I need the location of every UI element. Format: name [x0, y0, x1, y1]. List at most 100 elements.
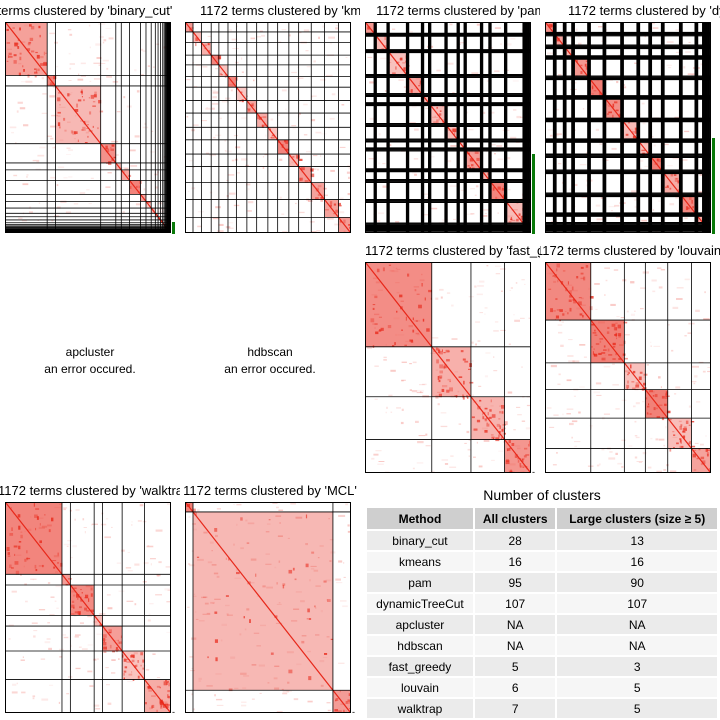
heat-speckle [557, 324, 563, 326]
block-texture [305, 563, 309, 568]
block-texture [614, 334, 617, 336]
heat-speckle [499, 405, 502, 407]
block-texture [301, 167, 305, 171]
heat-speckle [651, 279, 657, 282]
block-texture [20, 534, 23, 539]
block-texture [632, 387, 636, 390]
heat-speckle [319, 545, 324, 547]
heat-speckle [572, 360, 580, 363]
cluster-block [491, 182, 505, 200]
block-texture [553, 310, 556, 312]
block-texture [438, 393, 442, 398]
block-texture [627, 380, 629, 384]
heat-speckle [310, 565, 317, 567]
cluster-block [193, 511, 333, 691]
heat-speckle [59, 104, 61, 106]
heat-speckle [95, 43, 102, 46]
heat-speckle [566, 413, 571, 415]
block-texture [705, 448, 708, 452]
cluster-block [651, 157, 662, 170]
heat-speckle [642, 122, 646, 125]
block-texture [674, 177, 679, 182]
block-texture [81, 592, 83, 594]
heat-speckle [292, 128, 296, 130]
heat-speckle [342, 711, 346, 712]
block-texture [555, 315, 559, 319]
heat-speckle [195, 610, 197, 613]
heat-speckle [240, 547, 244, 550]
block-texture [649, 390, 653, 393]
heat-speckle [51, 114, 58, 117]
heat-speckle [152, 653, 156, 655]
block-texture [74, 109, 79, 112]
heat-speckle [561, 25, 564, 27]
block-texture [166, 681, 168, 685]
heat-speckle [270, 118, 274, 121]
heat-speckle [475, 343, 477, 346]
cell-all: 28 [474, 531, 556, 550]
block-texture [294, 578, 297, 581]
cluster-block [164, 224, 166, 226]
block-texture [142, 659, 145, 663]
heat-speckle [340, 600, 347, 602]
block-texture [165, 705, 168, 709]
heat-speckle [465, 213, 473, 215]
block-texture [38, 25, 41, 29]
heat-speckle [231, 159, 235, 162]
block-texture [156, 685, 161, 688]
block-texture [598, 92, 602, 96]
heat-speckle [103, 629, 107, 632]
block-texture [449, 387, 453, 392]
heat-speckle [666, 41, 674, 43]
block-texture [578, 301, 582, 306]
block-texture [330, 638, 334, 640]
block-texture [388, 264, 392, 266]
cell-method: walktrap [367, 699, 473, 718]
heat-speckle [62, 634, 67, 636]
heat-speckle [118, 590, 125, 592]
heat-speckle [649, 23, 655, 25]
heat-speckle [193, 528, 197, 531]
heat-speckle [496, 145, 503, 147]
heat-speckle [318, 36, 320, 39]
block-texture [90, 593, 93, 597]
block-texture [685, 420, 689, 424]
block-texture [130, 655, 134, 658]
block-texture [687, 442, 690, 445]
block-texture [556, 37, 560, 42]
heat-speckle [111, 140, 119, 143]
block-texture [641, 149, 646, 152]
heat-speckle [192, 124, 199, 126]
heat-speckle [54, 215, 60, 217]
block-texture [196, 556, 200, 558]
heat-speckle [444, 463, 449, 465]
heat-speckle [215, 29, 217, 31]
block-texture [489, 416, 492, 419]
header-large-clusters: Large clusters (size ≥ 5) [557, 508, 717, 529]
block-texture [669, 187, 672, 190]
block-texture [400, 306, 403, 310]
heat-speckle [345, 503, 348, 506]
heat-speckle [189, 656, 194, 658]
block-texture [137, 660, 139, 663]
heat-speckle [216, 704, 224, 706]
heat-speckle [345, 57, 348, 58]
heatmap-dynamicTreeCut [545, 22, 711, 233]
block-texture [71, 600, 75, 603]
heat-speckle [13, 174, 18, 177]
block-texture [99, 624, 103, 626]
block-texture [268, 519, 271, 521]
heat-speckle [213, 136, 216, 139]
heat-speckle [54, 600, 57, 602]
heat-speckle [684, 335, 687, 337]
heat-speckle [115, 154, 119, 156]
block-texture [296, 154, 300, 159]
heat-speckle [56, 607, 59, 609]
heat-speckle [466, 430, 470, 434]
heat-speckle [514, 445, 521, 447]
block-texture [345, 701, 347, 704]
block-texture [99, 621, 101, 624]
block-texture [593, 353, 598, 357]
block-texture [250, 104, 254, 106]
block-texture [608, 354, 613, 356]
